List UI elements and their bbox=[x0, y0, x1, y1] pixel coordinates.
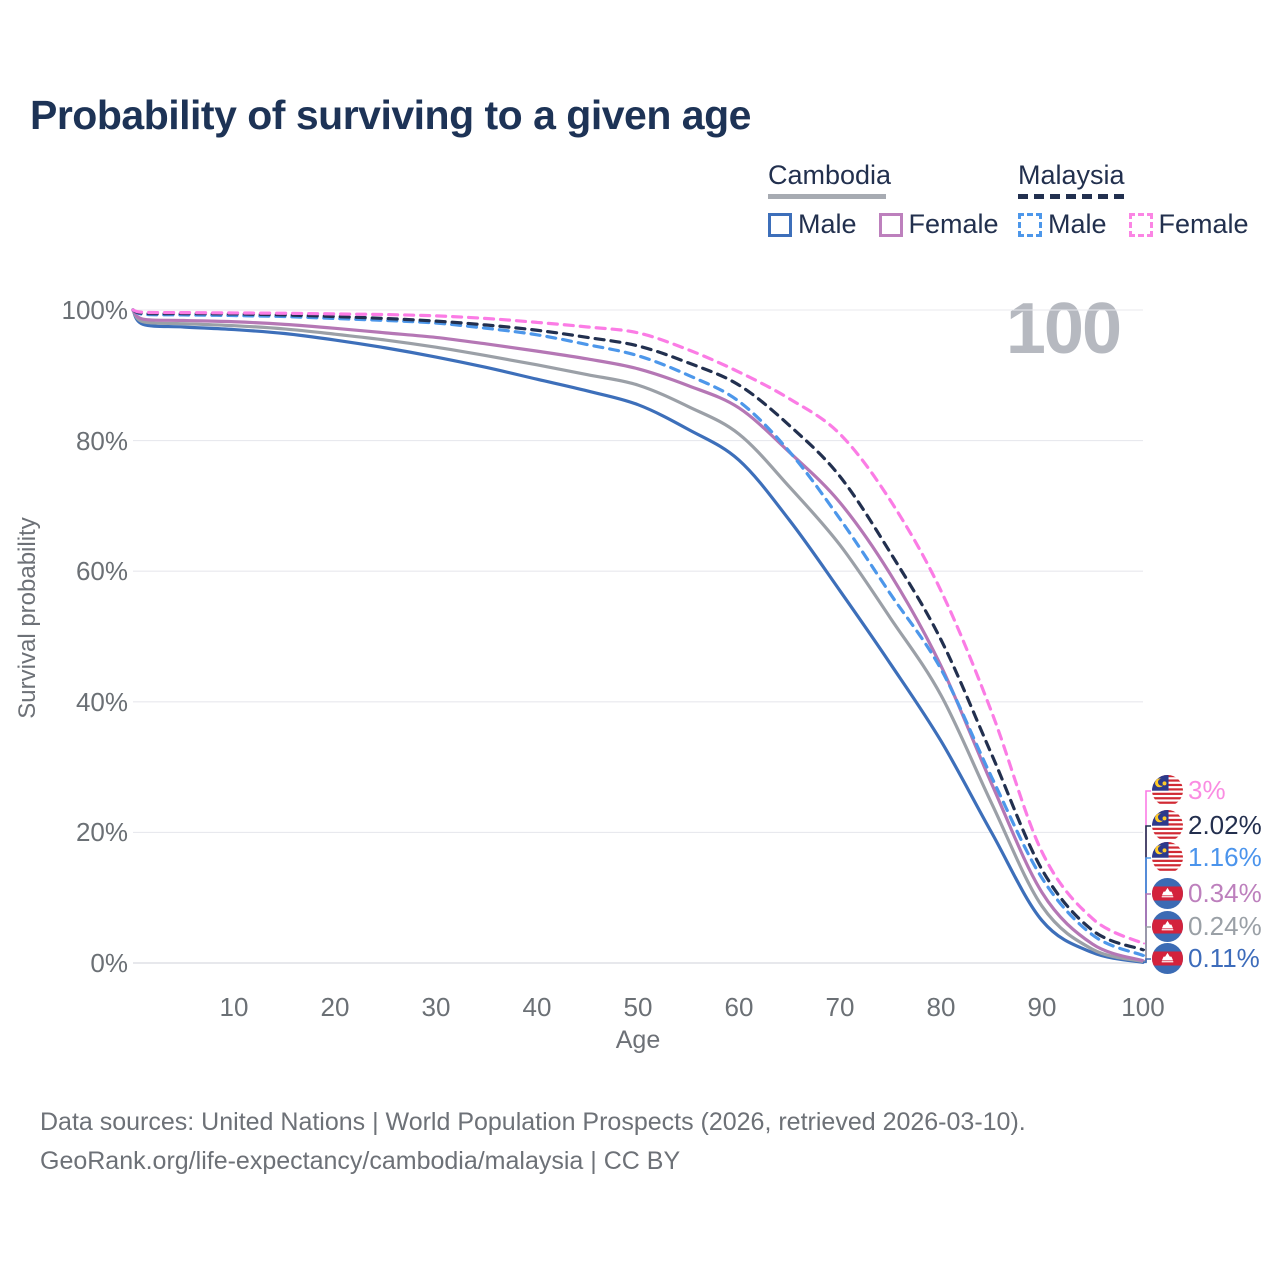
x-tick-label-10: 10 bbox=[219, 992, 249, 1022]
end-label-malaysia-female: 3% bbox=[1152, 775, 1226, 806]
x-axis-title: Age bbox=[615, 1026, 661, 1054]
x-tick-label-40: 40 bbox=[522, 992, 552, 1022]
legend-label-cambodia-female: Female bbox=[908, 209, 999, 239]
end-label-value: 1.16% bbox=[1188, 842, 1262, 872]
legend-swatch-cambodia-male bbox=[768, 212, 792, 237]
x-tick-label-30: 30 bbox=[421, 992, 451, 1022]
legend-item-malaysia-male[interactable]: Male bbox=[1018, 209, 1107, 240]
legend-label-cambodia-male: Male bbox=[798, 209, 857, 239]
y-tick-label-100: 100% bbox=[61, 295, 129, 325]
end-label-connector-5 bbox=[1143, 958, 1151, 964]
legend-item-cambodia-male[interactable]: Male bbox=[768, 209, 857, 240]
legend-item-cambodia-female[interactable]: Female bbox=[878, 209, 999, 240]
legend-item-malaysia-female[interactable]: Female bbox=[1128, 209, 1249, 240]
series-line-malaysia-female[interactable] bbox=[131, 308, 1145, 946]
x-tick-label-50: 50 bbox=[623, 992, 653, 1022]
legend-swatch-cambodia-female bbox=[878, 212, 903, 237]
end-label-cambodia-both-sexes: 0.24% bbox=[1152, 911, 1262, 942]
cambodia-flag-icon bbox=[1152, 943, 1183, 974]
series-line-cambodia-male[interactable] bbox=[131, 308, 1145, 964]
end-label-cambodia-female: 0.34% bbox=[1152, 878, 1262, 909]
x-tick-label-60: 60 bbox=[724, 992, 754, 1022]
end-label-connector-1 bbox=[1143, 825, 1151, 951]
legend-swatch-malaysia-male bbox=[1018, 212, 1042, 237]
end-label-value: 0.24% bbox=[1188, 911, 1262, 941]
x-tick-label-70: 70 bbox=[825, 992, 855, 1022]
malaysia-flag-icon bbox=[1152, 810, 1183, 841]
end-label-value: 0.11% bbox=[1188, 943, 1260, 973]
legend-label-malaysia-male: Male bbox=[1048, 209, 1107, 239]
series-line-malaysia-male[interactable] bbox=[131, 308, 1145, 958]
x-tick-label-90: 90 bbox=[1027, 992, 1057, 1022]
malaysia-flag-icon bbox=[1152, 775, 1183, 806]
legend-label-malaysia-female: Female bbox=[1158, 209, 1249, 239]
cambodia-flag-icon bbox=[1152, 911, 1183, 942]
cambodia-flag-icon bbox=[1152, 878, 1183, 909]
end-label-connector-4 bbox=[1143, 926, 1151, 963]
y-tick-label-0: 0% bbox=[90, 948, 128, 978]
footer: Data sources: United Nations | World Pop… bbox=[40, 1103, 1026, 1181]
end-label-connector-0 bbox=[1143, 790, 1151, 945]
x-tick-label-80: 80 bbox=[926, 992, 956, 1022]
series-line-cambodia-female[interactable] bbox=[131, 308, 1145, 963]
series-line-cambodia-both-sexes[interactable] bbox=[131, 308, 1145, 964]
legend-underline-malaysia bbox=[1018, 194, 1124, 199]
end-label-malaysia-male: 1.16% bbox=[1152, 842, 1262, 873]
y-tick-label-20: 20% bbox=[75, 817, 128, 848]
end-label-cambodia-male: 0.11% bbox=[1152, 943, 1260, 974]
legend-group-malaysia: Malaysia Male Female bbox=[1018, 160, 1249, 240]
legend-swatch-malaysia-female bbox=[1128, 212, 1153, 237]
x-tick-label-20: 20 bbox=[320, 992, 350, 1022]
end-label-value: 2.02% bbox=[1188, 810, 1262, 840]
end-label-connector-2 bbox=[1143, 857, 1151, 957]
end-label-value: 0.34% bbox=[1188, 878, 1262, 908]
x-tick-label-100: 100 bbox=[1121, 992, 1165, 1022]
end-label-malaysia-both-sexes: 2.02% bbox=[1152, 810, 1262, 841]
legend-header-malaysia[interactable]: Malaysia bbox=[1018, 160, 1125, 190]
legend-underline-cambodia bbox=[768, 194, 886, 199]
footer-data-sources: Data sources: United Nations | World Pop… bbox=[40, 1108, 1026, 1136]
footer-attribution: GeoRank.org/life-expectancy/cambodia/mal… bbox=[40, 1147, 681, 1175]
end-label-value: 3% bbox=[1188, 775, 1226, 805]
age-frame-watermark: 100 bbox=[1005, 289, 1122, 369]
y-tick-label-80: 80% bbox=[75, 425, 128, 456]
y-tick-label-60: 60% bbox=[75, 556, 128, 587]
page-title: Probability of surviving to a given age bbox=[30, 92, 751, 138]
legend-group-cambodia: Cambodia Male Female bbox=[768, 160, 999, 240]
legend-header-cambodia[interactable]: Cambodia bbox=[768, 160, 892, 190]
malaysia-flag-icon bbox=[1152, 842, 1183, 873]
y-tick-label-40: 40% bbox=[75, 686, 128, 717]
